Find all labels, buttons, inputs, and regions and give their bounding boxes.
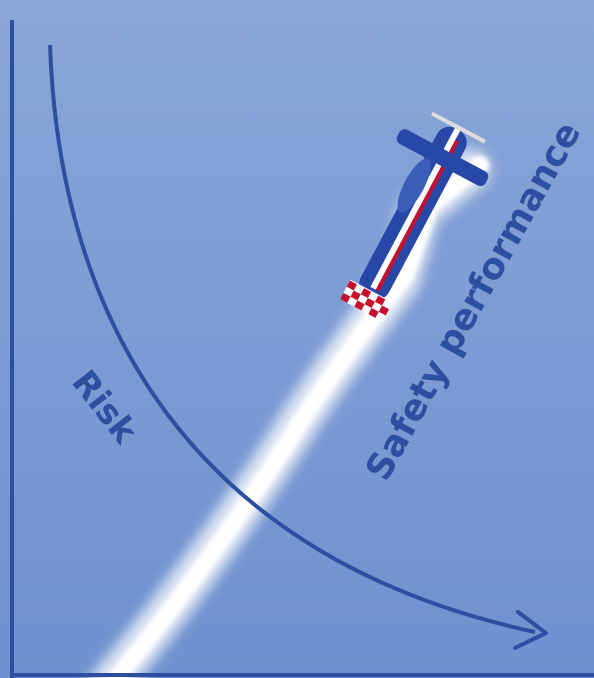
sky-background — [0, 0, 594, 678]
scene: Risk Safety performance — [0, 0, 594, 678]
